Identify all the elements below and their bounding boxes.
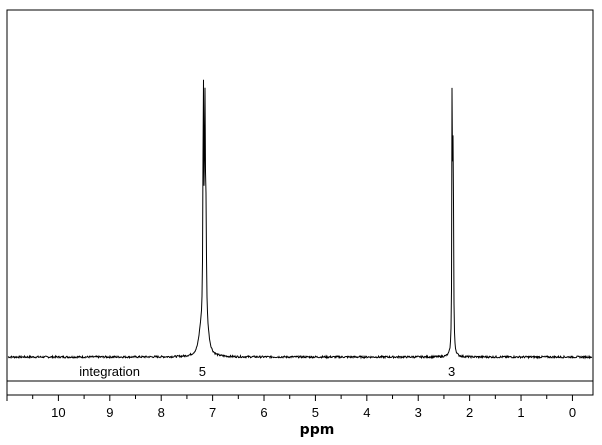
integration-row: integration 5 3: [79, 364, 455, 379]
x-axis-title: ppm: [300, 422, 335, 438]
x-tick-label: 9: [106, 405, 113, 420]
integration-value: 5: [199, 364, 206, 379]
x-tick-label: 6: [260, 405, 267, 420]
integration-label: integration: [79, 364, 140, 379]
x-tick-label: 4: [363, 405, 370, 420]
x-tick-label: 5: [312, 405, 319, 420]
integration-value: 3: [448, 364, 455, 379]
plot-frame: [6, 9, 594, 396]
x-tick-label: 3: [415, 405, 422, 420]
spectrum-line: [7, 79, 593, 360]
x-tick-label: 8: [158, 405, 165, 420]
x-tick-label: 7: [209, 405, 216, 420]
x-tick-label: 2: [466, 405, 473, 420]
x-axis: 10 9 8 7 6 5 4 3 2 1 0: [6, 395, 576, 420]
x-tick-label: 0: [569, 405, 576, 420]
x-tick-label: 1: [517, 405, 524, 420]
x-tick-label: 10: [51, 405, 65, 420]
